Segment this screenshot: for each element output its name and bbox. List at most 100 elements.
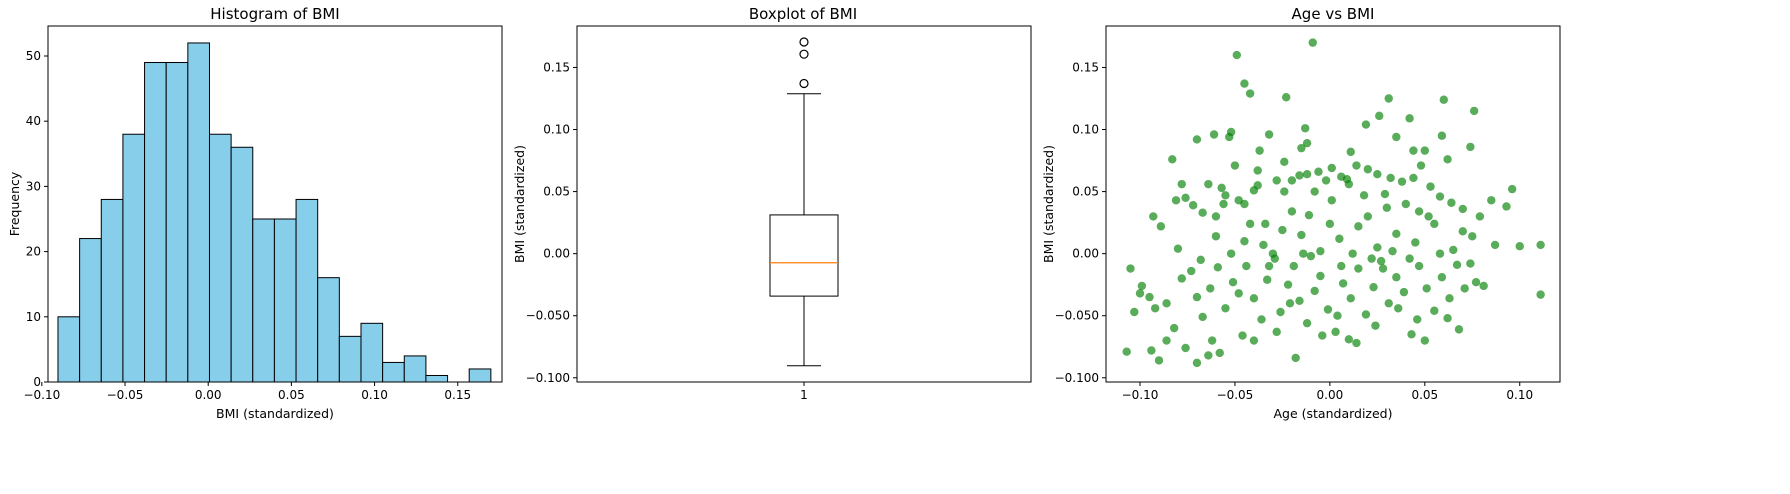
scatter-y-tick-label: 0.00 [1072, 247, 1099, 261]
scatter-point [1240, 199, 1249, 209]
scatter-point [1369, 282, 1378, 292]
scatter-point [1422, 284, 1431, 293]
histogram-y-ticks: 0 10 20 30 40 50 [26, 49, 48, 389]
scatter-point [1394, 304, 1403, 313]
scatter-point [1430, 219, 1439, 229]
scatter-point [1225, 132, 1234, 142]
boxplot-outlier [799, 78, 809, 89]
scatter-point [1346, 294, 1355, 303]
scatter-point [1392, 273, 1401, 282]
boxplot-y-tick-label: 0.00 [543, 247, 570, 261]
scatter-point [1471, 278, 1481, 287]
scatter-point [1122, 347, 1131, 356]
scatter-point [1392, 132, 1401, 142]
scatter-point [1302, 318, 1312, 328]
scatter-point [1154, 356, 1164, 365]
scatter-point [1221, 304, 1230, 313]
scatter-point [1507, 184, 1517, 194]
scatter-point [1454, 325, 1464, 334]
scatter-point [1409, 146, 1418, 155]
histogram-bar [360, 322, 384, 383]
scatter-point [1232, 50, 1242, 60]
scatter-point [1168, 155, 1177, 164]
histogram-x-ticks: −0.10 −0.05 0.00 0.05 0.10 0.15 [23, 382, 471, 402]
boxplot-outlier [799, 37, 809, 47]
scatter-point [1198, 208, 1207, 217]
histogram-x-label: BMI (standardized) [216, 406, 334, 421]
scatter-point [1325, 219, 1335, 229]
scatter-points [1122, 38, 1545, 368]
scatter-point [1487, 196, 1496, 205]
scatter-point [1249, 336, 1259, 345]
boxplot-plot-frame [576, 25, 1032, 383]
scatter-point [1348, 249, 1357, 258]
scatter-point [1327, 196, 1336, 205]
boxplot-y-tick-label: 0.05 [543, 185, 570, 199]
scatter-point [1283, 280, 1293, 289]
scatter-point [1411, 238, 1420, 247]
scatter-point [1310, 286, 1319, 296]
scatter-y-label: BMI (standardized) [1041, 145, 1056, 263]
scatter-point [1177, 274, 1186, 283]
scatter-point [1416, 161, 1426, 170]
histogram-bar [273, 218, 297, 383]
histogram-x-tick-label: 0.10 [361, 388, 388, 402]
scatter-point [1289, 261, 1298, 271]
scatter-point [1458, 227, 1467, 236]
scatter-point [1335, 234, 1344, 243]
scatter-point [1371, 321, 1380, 330]
scatter-point [1405, 254, 1414, 263]
scatter-x-tick-label: −0.05 [1217, 388, 1254, 402]
scatter-y-ticks: −0.100 −0.050 0.00 0.05 0.10 0.15 [1055, 60, 1106, 385]
histogram-y-tick-label: 50 [26, 49, 41, 63]
histogram-x-tick-label: 0.00 [195, 388, 222, 402]
scatter-point [1196, 255, 1205, 265]
scatter-point [1447, 198, 1456, 207]
scatter-point [1321, 176, 1331, 185]
scatter-point [1300, 124, 1310, 133]
scatter-point [1257, 315, 1266, 324]
scatter-point [1363, 212, 1373, 221]
scatter-point [1249, 294, 1259, 303]
scatter-point [1405, 114, 1414, 123]
histogram-bar [468, 368, 492, 383]
scatter-point [1253, 181, 1262, 190]
scatter-point [1316, 246, 1325, 256]
scatter-point [1169, 323, 1179, 333]
scatter-point [1137, 281, 1147, 291]
scatter-y-tick-label: −0.050 [1055, 309, 1099, 323]
histogram-x-tick-label: 0.15 [444, 388, 471, 402]
scatter-point [1502, 202, 1511, 211]
boxplot-y-tick-label: 0.10 [543, 123, 570, 137]
scatter-point [1259, 240, 1268, 250]
histogram-bar [295, 198, 319, 383]
scatter-point [1217, 183, 1226, 193]
scatter-point [1149, 212, 1158, 221]
scatter-point [1536, 290, 1545, 299]
scatter-point [1479, 281, 1488, 291]
scatter-point [1469, 106, 1479, 116]
histogram-y-tick-label: 40 [26, 114, 41, 128]
scatter-x-tick-label: 0.10 [1506, 388, 1533, 402]
scatter-point [1228, 278, 1238, 287]
scatter-point [1215, 348, 1224, 358]
histogram-bar [144, 62, 167, 383]
scatter-point [1302, 138, 1312, 148]
histogram-bar [403, 355, 427, 383]
histogram-bar [208, 133, 232, 383]
scatter-point [1204, 351, 1213, 360]
scatter-point [1291, 353, 1300, 363]
boxplot-y-ticks: −0.100 −0.050 0.00 0.05 0.10 0.15 [526, 60, 577, 385]
scatter-point [1295, 171, 1304, 180]
scatter-point [1245, 219, 1255, 229]
scatter-point [1192, 135, 1202, 144]
scatter-x-tick-label: −0.10 [1122, 388, 1159, 402]
scatter-point [1338, 279, 1348, 288]
histogram-y-tick-label: 10 [26, 310, 41, 324]
scatter-point [1126, 264, 1135, 273]
scatter-point [1380, 189, 1390, 199]
scatter-point [1304, 210, 1314, 220]
scatter-point [1310, 187, 1319, 196]
scatter-point [1346, 147, 1355, 157]
scatter-point [1414, 207, 1424, 216]
